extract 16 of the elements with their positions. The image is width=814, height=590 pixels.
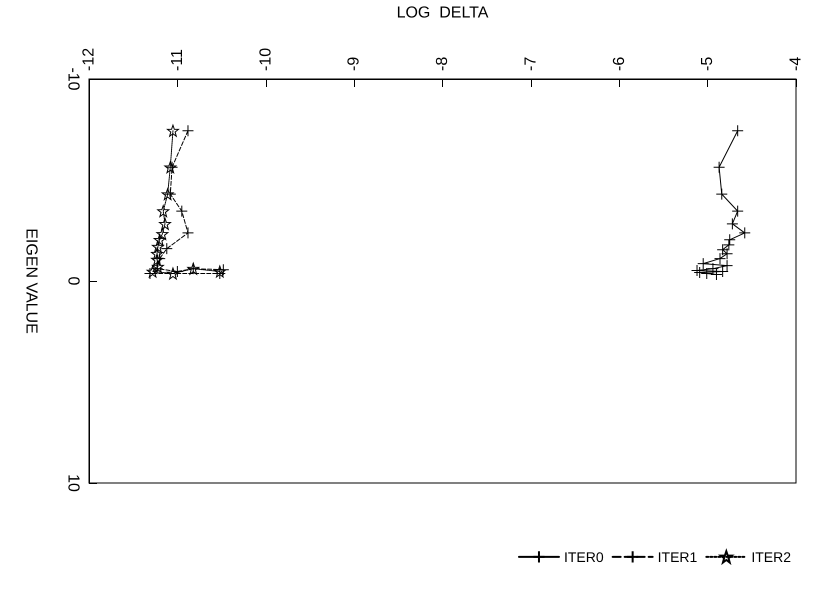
- x-tick-label: -10: [257, 48, 274, 71]
- y-tick-label: 0: [64, 276, 82, 286]
- legend-label: ITER0: [564, 548, 604, 565]
- x-tick-label: -11: [168, 48, 186, 71]
- y-tick-label: 10: [64, 474, 82, 492]
- x-tick-label: -8: [434, 56, 451, 71]
- x-axis-title: LOG DELTA: [396, 4, 489, 22]
- legend-label: ITER2: [751, 548, 792, 565]
- x-tick-label: -7: [522, 56, 540, 71]
- y-axis-title: EIGEN VALUE: [22, 228, 40, 334]
- x-tick-label: -6: [610, 56, 628, 71]
- legend-label: ITER1: [658, 548, 698, 565]
- x-tick-label: -5: [699, 56, 716, 71]
- x-tick-label: -4: [788, 56, 804, 71]
- x-tick-label: -12: [80, 48, 98, 71]
- x-tick-label: -9: [346, 56, 363, 71]
